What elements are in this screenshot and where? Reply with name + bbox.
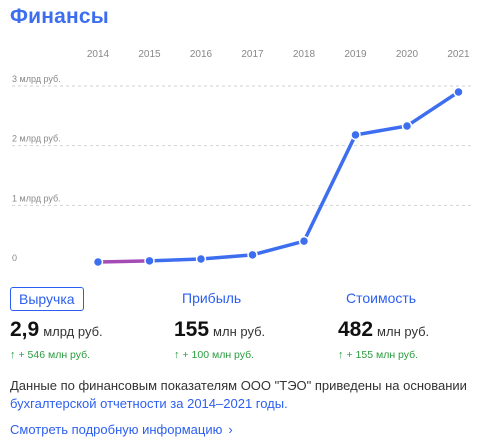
arrow-up-icon: ↑ (338, 349, 344, 361)
metric-revenue-value: 2,9 (10, 318, 40, 341)
y-tick-label: 1 млрд руб. (12, 193, 61, 203)
series-line-segment (250, 239, 306, 257)
delta-text: + 155 млн руб. (346, 349, 419, 361)
metric-profit-delta: ↑ + 100 млн руб. (174, 349, 254, 361)
x-tick-label: 2015 (138, 49, 161, 60)
tab-profit[interactable]: Прибыль (182, 290, 242, 306)
data-source-note: Данные по финансовым показателям ООО "ТЭ… (10, 377, 480, 413)
report-link[interactable]: бухгалтерской отчетности за 2014–2021 го… (10, 396, 288, 411)
metric-value-unit: млн руб. (377, 324, 430, 339)
data-point (92, 256, 104, 268)
x-tick-label: 2014 (87, 49, 110, 60)
metric-value-delta: ↑ + 155 млн руб. (338, 349, 418, 361)
metric-profit: 155 млн руб. (174, 318, 265, 342)
finance-line-chart: 0 1 млрд руб. 2 млрд руб. 3 млрд руб. 2014 20… (12, 49, 472, 268)
metric-value: 482 млн руб. (338, 318, 429, 342)
tab-revenue[interactable]: Выручка (10, 287, 84, 311)
metric-tabs: Выручка Прибыль Стоимость (0, 287, 484, 311)
series-line-segment (302, 133, 358, 243)
data-point (350, 129, 361, 141)
x-tick-label: 2021 (447, 49, 470, 60)
x-tick-label: 2019 (344, 49, 367, 60)
delta-text: + 546 млн руб. (18, 349, 91, 361)
arrow-up-icon: ↑ (10, 349, 16, 361)
x-tick-label: 2018 (293, 49, 316, 60)
arrow-up-icon: ↑ (174, 349, 180, 361)
more-info-label: Смотреть подробную информацию (10, 422, 223, 437)
data-point (195, 253, 207, 265)
series-line-segment (405, 90, 461, 128)
series-line-segment (147, 257, 203, 263)
delta-text: + 100 млн руб. (182, 349, 255, 361)
metric-profit-value: 155 (174, 318, 210, 341)
more-info-link[interactable]: Смотреть подробную информацию › (10, 422, 233, 437)
x-tick-label: 2017 (241, 49, 264, 60)
page-title: Финансы (10, 5, 109, 28)
metric-profit-unit: млн руб. (213, 324, 266, 339)
series-line-segment (353, 124, 409, 137)
metric-revenue-delta: ↑ + 546 млн руб. (10, 349, 90, 361)
data-point (401, 120, 413, 132)
data-point (144, 255, 155, 267)
x-tick-label: 2016 (190, 49, 213, 60)
data-point (298, 235, 310, 247)
y-tick-label: 0 (12, 253, 17, 263)
tab-value[interactable]: Стоимость (346, 290, 417, 306)
y-tick-label: 3 млрд руб. (12, 74, 61, 84)
chevron-right-icon: › (228, 422, 233, 437)
metric-revenue: 2,9 млрд руб. (10, 318, 103, 342)
series-line-segment (96, 259, 152, 264)
metric-value-value: 482 (338, 318, 374, 341)
data-point (453, 86, 464, 98)
note-text: Данные по финансовым показателям ООО "ТЭ… (10, 378, 467, 393)
metric-revenue-unit: млрд руб. (43, 324, 103, 339)
x-tick-label: 2020 (396, 49, 419, 60)
data-point (247, 249, 258, 261)
y-tick-label: 2 млрд руб. (12, 134, 61, 144)
series-line-segment (199, 253, 255, 261)
